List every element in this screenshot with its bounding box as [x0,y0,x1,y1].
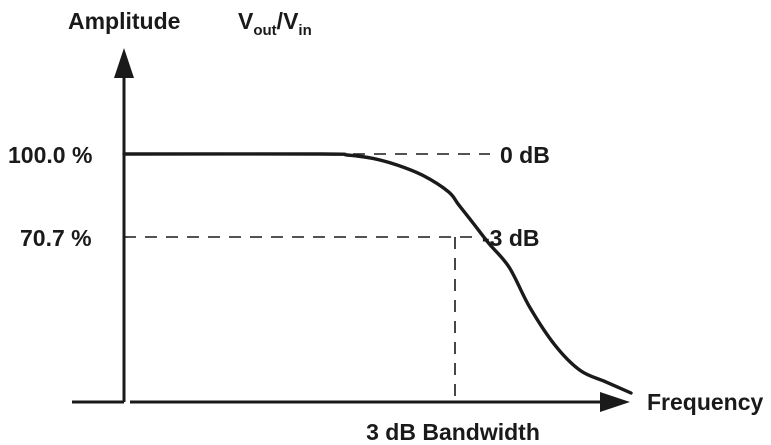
ratio-label: Vout/Vin [238,8,312,39]
y-axis-label: Amplitude [68,8,180,34]
level-70-percent-label: 70.7 % [20,225,92,251]
x-axis-label: Frequency [647,389,764,415]
level-100-percent-label: 100.0 % [8,142,92,168]
response-curve [122,152,633,395]
y-axis-arrow-icon [114,48,134,78]
level-0db-label: 0 dB [500,142,550,168]
x-axis-arrow-icon [600,392,630,412]
bandwidth-label: 3 dB Bandwidth [366,419,540,445]
